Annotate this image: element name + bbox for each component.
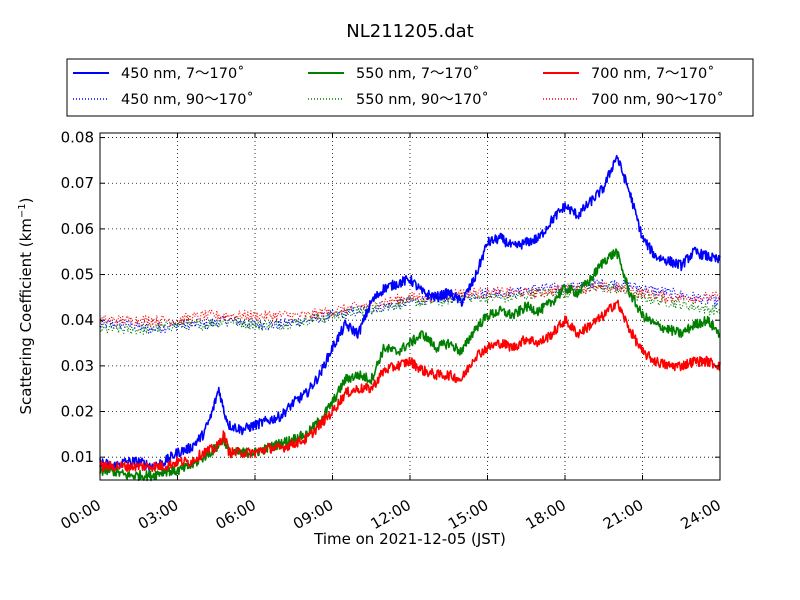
- y-tick-label: 0.04: [61, 311, 94, 329]
- legend-label: 450 nm, 7～170˚: [121, 65, 244, 82]
- series-line-0: [99, 154, 721, 471]
- y-axis-label: Scattering Coefficient (km−1): [17, 197, 35, 414]
- chart-title: NL211205.dat: [346, 21, 473, 42]
- y-tick-label: 0.03: [61, 357, 94, 375]
- y-axis-label-main: Scattering Coefficient (km: [17, 218, 35, 414]
- y-axis-label-close: ): [17, 197, 35, 203]
- x-axis-label: Time on 2021-12-05 (JST): [313, 530, 506, 548]
- y-tick-label: 0.06: [61, 220, 94, 238]
- y-tick-label: 0.07: [61, 174, 94, 192]
- series-line-2: [99, 248, 721, 482]
- legend-label: 550 nm, 7～170˚: [356, 65, 479, 82]
- legend-label: 550 nm, 90～170˚: [356, 91, 489, 108]
- series-line-3: [99, 282, 721, 335]
- y-tick-label: 0.01: [61, 448, 94, 466]
- y-tick-label: 0.08: [61, 129, 94, 147]
- legend-frame: [66, 58, 754, 117]
- series-line-5: [99, 282, 721, 327]
- series-line-4: [99, 299, 721, 473]
- y-axis-label-exponent: −1: [17, 203, 28, 218]
- axes-background: [100, 133, 720, 480]
- plot-area: [99, 132, 721, 482]
- y-tick-label: 0.02: [61, 403, 94, 421]
- legend-label: 700 nm, 90～170˚: [591, 91, 724, 108]
- y-tick-label: 0.05: [61, 266, 94, 284]
- series-line-1: [99, 278, 721, 335]
- legend-label: 700 nm, 7～170˚: [591, 65, 714, 82]
- legend: 450 nm, 7～170˚ 450 nm, 90～170˚ 550 nm, 7～1…: [66, 58, 754, 117]
- legend-label: 450 nm, 90～170˚: [121, 91, 254, 108]
